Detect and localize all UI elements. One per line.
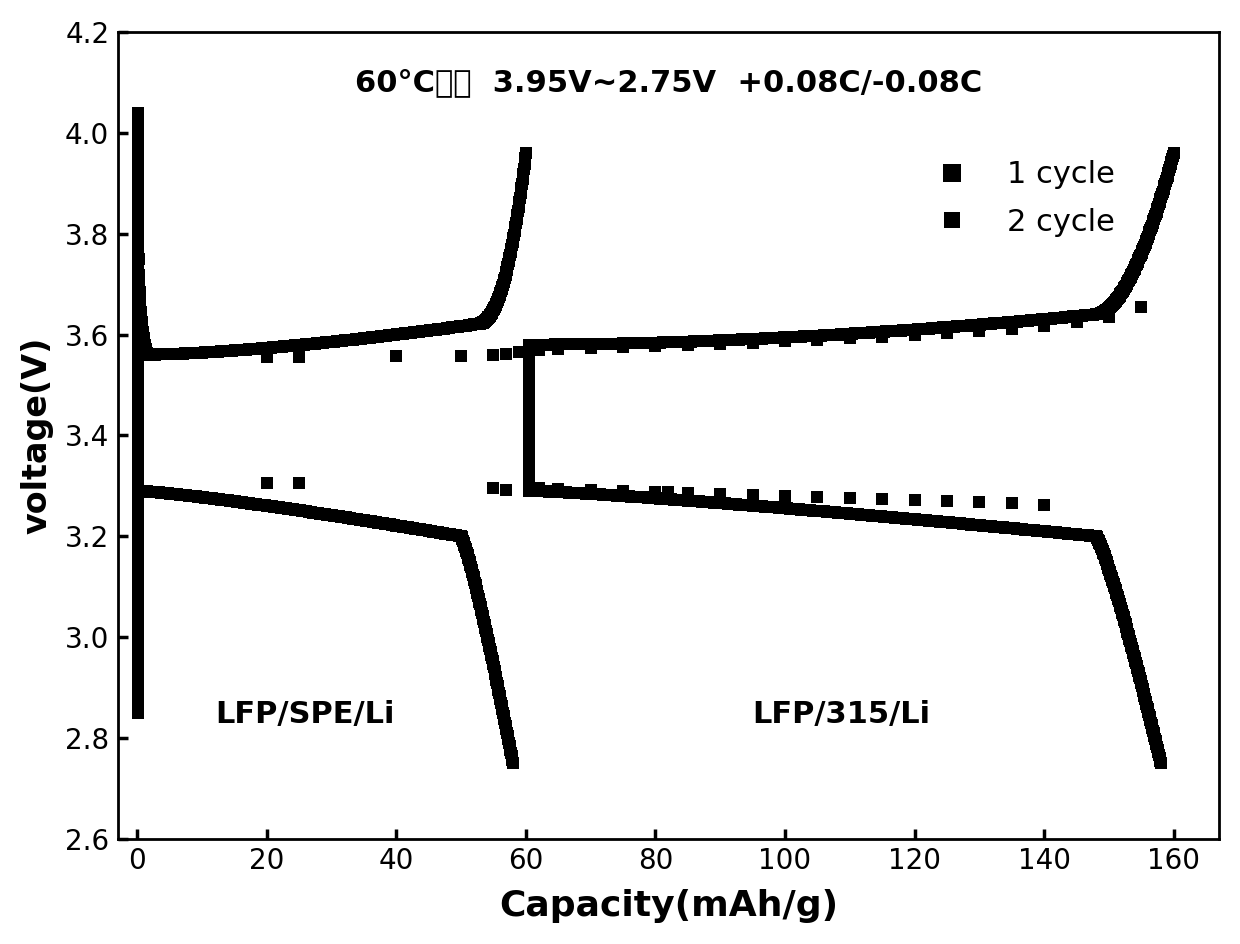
- Legend: 1 cycle, 2 cycle: 1 cycle, 2 cycle: [909, 148, 1127, 249]
- Text: LFP/315/Li: LFP/315/Li: [753, 700, 931, 729]
- Text: LFP/SPE/Li: LFP/SPE/Li: [215, 700, 394, 729]
- X-axis label: Capacity(mAh/g): Capacity(mAh/g): [498, 889, 838, 923]
- Text: 60°C测试  3.95V~2.75V  +0.08C/-0.08C: 60°C测试 3.95V~2.75V +0.08C/-0.08C: [355, 68, 982, 97]
- Y-axis label: voltage(V): voltage(V): [21, 337, 53, 534]
